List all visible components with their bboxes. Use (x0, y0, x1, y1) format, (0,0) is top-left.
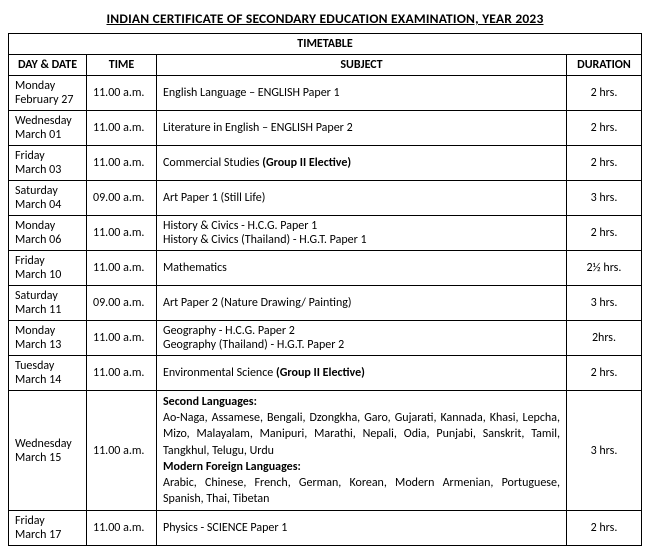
cell-day: FridayMarch 10 (9, 251, 87, 286)
cell-subject: Mathematics (157, 251, 567, 286)
cell-day: MondayMarch 06 (9, 216, 87, 251)
timetable: TIMETABLE DAY & DATE TIME SUBJECT DURATI… (8, 33, 642, 546)
cell-duration: 2hrs. (566, 321, 641, 356)
header-row: DAY & DATE TIME SUBJECT DURATION (9, 55, 642, 76)
cell-time: 11.00 a.m. (87, 216, 157, 251)
cell-day: TuesdayMarch 14 (9, 356, 87, 391)
cell-time: 11.00 a.m. (87, 511, 157, 546)
table-row: FridayMarch 1011.00 a.m.Mathematics2½ hr… (9, 251, 642, 286)
table-row: SaturdayMarch 0409.00 a.m.Art Paper 1 (S… (9, 181, 642, 216)
table-row: WednesdayMarch 0111.00 a.m.Literature in… (9, 111, 642, 146)
table-row: MondayFebruary 2711.00 a.m.English Langu… (9, 76, 642, 111)
cell-day: FridayMarch 17 (9, 511, 87, 546)
table-row: FridayMarch 0311.00 a.m.Commercial Studi… (9, 146, 642, 181)
cell-duration: 2 hrs. (566, 511, 641, 546)
cell-day: WednesdayMarch 15 (9, 391, 87, 511)
cell-subject: Art Paper 1 (Still Life) (157, 181, 567, 216)
table-row: MondayMarch 1311.00 a.m.Geography - H.C.… (9, 321, 642, 356)
cell-day: SaturdayMarch 04 (9, 181, 87, 216)
cell-subject: Art Paper 2 (Nature Drawing/ Painting) (157, 286, 567, 321)
table-row: SaturdayMarch 1109.00 a.m.Art Paper 2 (N… (9, 286, 642, 321)
cell-time: 11.00 a.m. (87, 356, 157, 391)
cell-day: MondayFebruary 27 (9, 76, 87, 111)
table-row: TuesdayMarch 1411.00 a.m.Environmental S… (9, 356, 642, 391)
cell-time: 11.00 a.m. (87, 111, 157, 146)
header-duration: DURATION (566, 55, 641, 76)
subtitle-row: TIMETABLE (9, 34, 642, 55)
cell-time: 11.00 a.m. (87, 391, 157, 511)
cell-time: 11.00 a.m. (87, 321, 157, 356)
cell-duration: 2 hrs. (566, 146, 641, 181)
cell-day: WednesdayMarch 01 (9, 111, 87, 146)
cell-time: 09.00 a.m. (87, 286, 157, 321)
cell-duration: 3 hrs. (566, 391, 641, 511)
cell-time: 11.00 a.m. (87, 251, 157, 286)
page-title: INDIAN CERTIFICATE OF SECONDARY EDUCATIO… (8, 10, 642, 27)
table-row: FridayMarch 1711.00 a.m.Physics - SCIENC… (9, 511, 642, 546)
cell-subject: Second Languages:Ao-Naga, Assamese, Beng… (157, 391, 567, 511)
cell-duration: 3 hrs. (566, 181, 641, 216)
cell-duration: 2 hrs. (566, 356, 641, 391)
table-row: MondayMarch 0611.00 a.m.History & Civics… (9, 216, 642, 251)
header-time: TIME (87, 55, 157, 76)
cell-duration: 3 hrs. (566, 286, 641, 321)
cell-subject: Physics - SCIENCE Paper 1 (157, 511, 567, 546)
cell-subject: Geography - H.C.G. Paper 2Geography (Tha… (157, 321, 567, 356)
header-day: DAY & DATE (9, 55, 87, 76)
cell-subject: English Language – ENGLISH Paper 1 (157, 76, 567, 111)
cell-time: 11.00 a.m. (87, 146, 157, 181)
cell-time: 11.00 a.m. (87, 76, 157, 111)
cell-time: 09.00 a.m. (87, 181, 157, 216)
cell-day: SaturdayMarch 11 (9, 286, 87, 321)
cell-duration: 2 hrs. (566, 111, 641, 146)
cell-subject: Literature in English – ENGLISH Paper 2 (157, 111, 567, 146)
cell-day: MondayMarch 13 (9, 321, 87, 356)
cell-duration: 2½ hrs. (566, 251, 641, 286)
subtitle: TIMETABLE (9, 34, 642, 55)
cell-subject: History & Civics - H.C.G. Paper 1History… (157, 216, 567, 251)
cell-duration: 2 hrs. (566, 76, 641, 111)
header-subject: SUBJECT (157, 55, 567, 76)
cell-day: FridayMarch 03 (9, 146, 87, 181)
cell-subject: Environmental Science (Group II Elective… (157, 356, 567, 391)
table-row: WednesdayMarch 1511.00 a.m.Second Langua… (9, 391, 642, 511)
cell-duration: 2 hrs. (566, 216, 641, 251)
cell-subject: Commercial Studies (Group II Elective) (157, 146, 567, 181)
